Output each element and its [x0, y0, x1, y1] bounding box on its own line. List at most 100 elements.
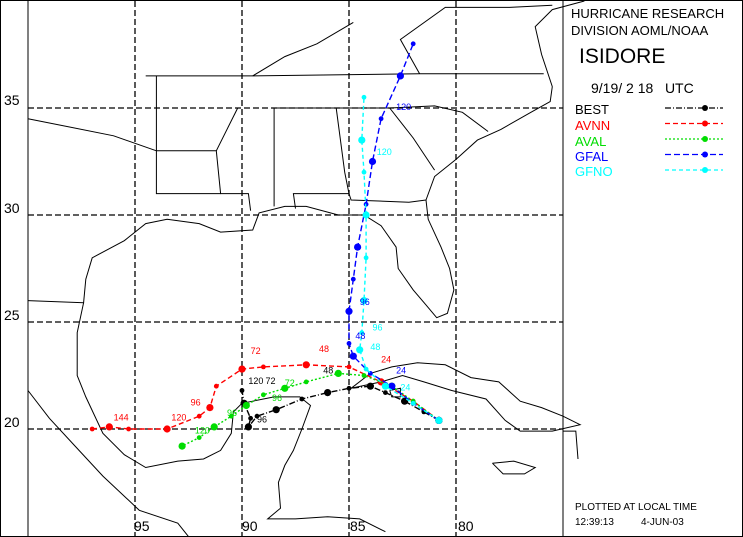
- track-point-avnn: [126, 426, 131, 432]
- track-point-avnn: [261, 364, 266, 370]
- track-hour-label: 48: [323, 365, 333, 375]
- lon-label-90: 90: [242, 518, 258, 534]
- org-line-1: HURRICANE RESEARCH: [571, 6, 725, 21]
- storm-name: ISIDORE: [579, 45, 666, 68]
- track-point-aval: [261, 392, 266, 398]
- track-hour-label: 96: [257, 415, 267, 425]
- track-point-gfal: [346, 341, 352, 346]
- track-point-aval: [361, 373, 367, 378]
- track-hour-label: 48: [370, 342, 380, 352]
- track-hour-label: 120: [195, 425, 210, 435]
- track-line-avnn: [92, 364, 440, 430]
- coastline-segment: [155, 75, 221, 195]
- track-hour-label: 96: [360, 297, 370, 307]
- track-point-aval: [228, 413, 234, 419]
- track-point-avnn: [302, 361, 310, 369]
- org-line-2: DIVISION AOML/NOAA: [571, 23, 709, 38]
- coastline-segment: [348, 193, 427, 203]
- legend-label: BEST: [575, 102, 609, 117]
- track-point-gfal: [368, 157, 377, 166]
- track-point-best: [366, 382, 374, 390]
- track-hour-label: 120: [248, 376, 263, 386]
- track-point-best: [272, 406, 280, 414]
- track-hour-label: 72: [251, 346, 261, 356]
- track-hour-label: 120: [377, 147, 392, 157]
- forecast-tracks: [89, 41, 443, 450]
- track-hour-label: 96: [191, 398, 201, 408]
- track-hour-label: 120: [171, 412, 186, 422]
- track-point-gfno: [356, 346, 364, 354]
- track-point-gfal: [410, 41, 416, 47]
- legend-label: GFAL: [575, 149, 609, 164]
- track-point-avnn: [196, 413, 202, 419]
- track-point-gfno: [361, 169, 367, 175]
- track-point-best: [254, 413, 260, 419]
- coastline-segment: [350, 362, 582, 432]
- track-point-aval: [303, 379, 309, 385]
- legend-avnn: AVNN: [575, 118, 610, 133]
- plotted-note: PLOTTED AT LOCAL TIME: [575, 502, 697, 513]
- track-point-avnn: [105, 423, 113, 431]
- legend-swatches: [665, 105, 723, 173]
- track-hour-label: 72: [266, 376, 276, 386]
- track-point-gfno: [363, 366, 369, 372]
- legend-label: GFNO: [575, 164, 613, 179]
- lat-label-35: 35: [4, 92, 20, 108]
- legend-swatch-dot: [702, 136, 708, 142]
- track-point-gfno: [381, 382, 389, 390]
- track-hour-label: 24: [396, 365, 406, 375]
- track-hour-label: 24: [400, 383, 410, 393]
- lon-label-85: 85: [350, 518, 366, 534]
- track-point-aval: [210, 423, 218, 431]
- plot-time: 12:39:13: [575, 517, 614, 528]
- track-hour-label: 72: [285, 378, 295, 388]
- coastline-segment: [76, 302, 386, 533]
- legend-aval: AVAL: [575, 134, 606, 149]
- track-hour-label: 96: [272, 393, 282, 403]
- track-point-best: [299, 396, 305, 402]
- coastline-segment: [252, 21, 354, 77]
- legend-swatch-dot: [702, 167, 708, 173]
- track-hour-label: 24: [381, 355, 391, 365]
- coastline-layer: [27, 0, 585, 537]
- coastline-segment: [492, 460, 537, 475]
- track-point-gfno: [360, 297, 368, 305]
- lat-label-20: 20: [4, 414, 20, 430]
- legend-gfno: GFNO: [575, 164, 613, 179]
- coastline-segment: [27, 86, 553, 319]
- track-point-best: [346, 385, 352, 391]
- track-hour-label: 48: [319, 344, 329, 354]
- plot-date: 4-JUN-03: [641, 517, 684, 528]
- coastline-segment: [27, 390, 190, 537]
- track-point-aval: [242, 401, 250, 410]
- track-point-aval: [281, 384, 289, 392]
- coastline-segment: [399, 4, 553, 75]
- track-point-gfal: [378, 116, 384, 122]
- forecast-datetime: 9/19/ 2 18 UTC: [591, 80, 694, 96]
- legend-label: AVNN: [575, 118, 611, 133]
- track-point-gfal: [354, 243, 362, 251]
- legend-gfal: GFAL: [575, 149, 608, 164]
- track-point-gfal: [388, 382, 396, 390]
- track-point-gfal: [350, 276, 356, 282]
- track-point-gfno: [435, 416, 443, 424]
- track-point-avnn: [346, 364, 352, 370]
- track-point-aval: [178, 442, 186, 450]
- track-point-gfno: [361, 94, 367, 100]
- track-point-avnn: [89, 426, 95, 432]
- track-point-best: [383, 390, 388, 395]
- track-point-avnn: [213, 383, 219, 389]
- track-point-gfal: [345, 307, 353, 315]
- info-panel: HURRICANE RESEARCH DIVISION AOML/NOAA IS…: [563, 0, 741, 535]
- coastline-segment: [215, 107, 239, 152]
- track-point-best: [239, 388, 245, 393]
- track-point-gfal: [349, 352, 357, 360]
- track-point-avnn: [238, 365, 246, 373]
- track-point-avnn: [206, 404, 214, 412]
- track-point-best: [248, 415, 254, 421]
- track-hour-label: 96: [227, 408, 237, 418]
- track-line-gfno: [358, 97, 440, 421]
- track-point-gfal: [396, 72, 404, 80]
